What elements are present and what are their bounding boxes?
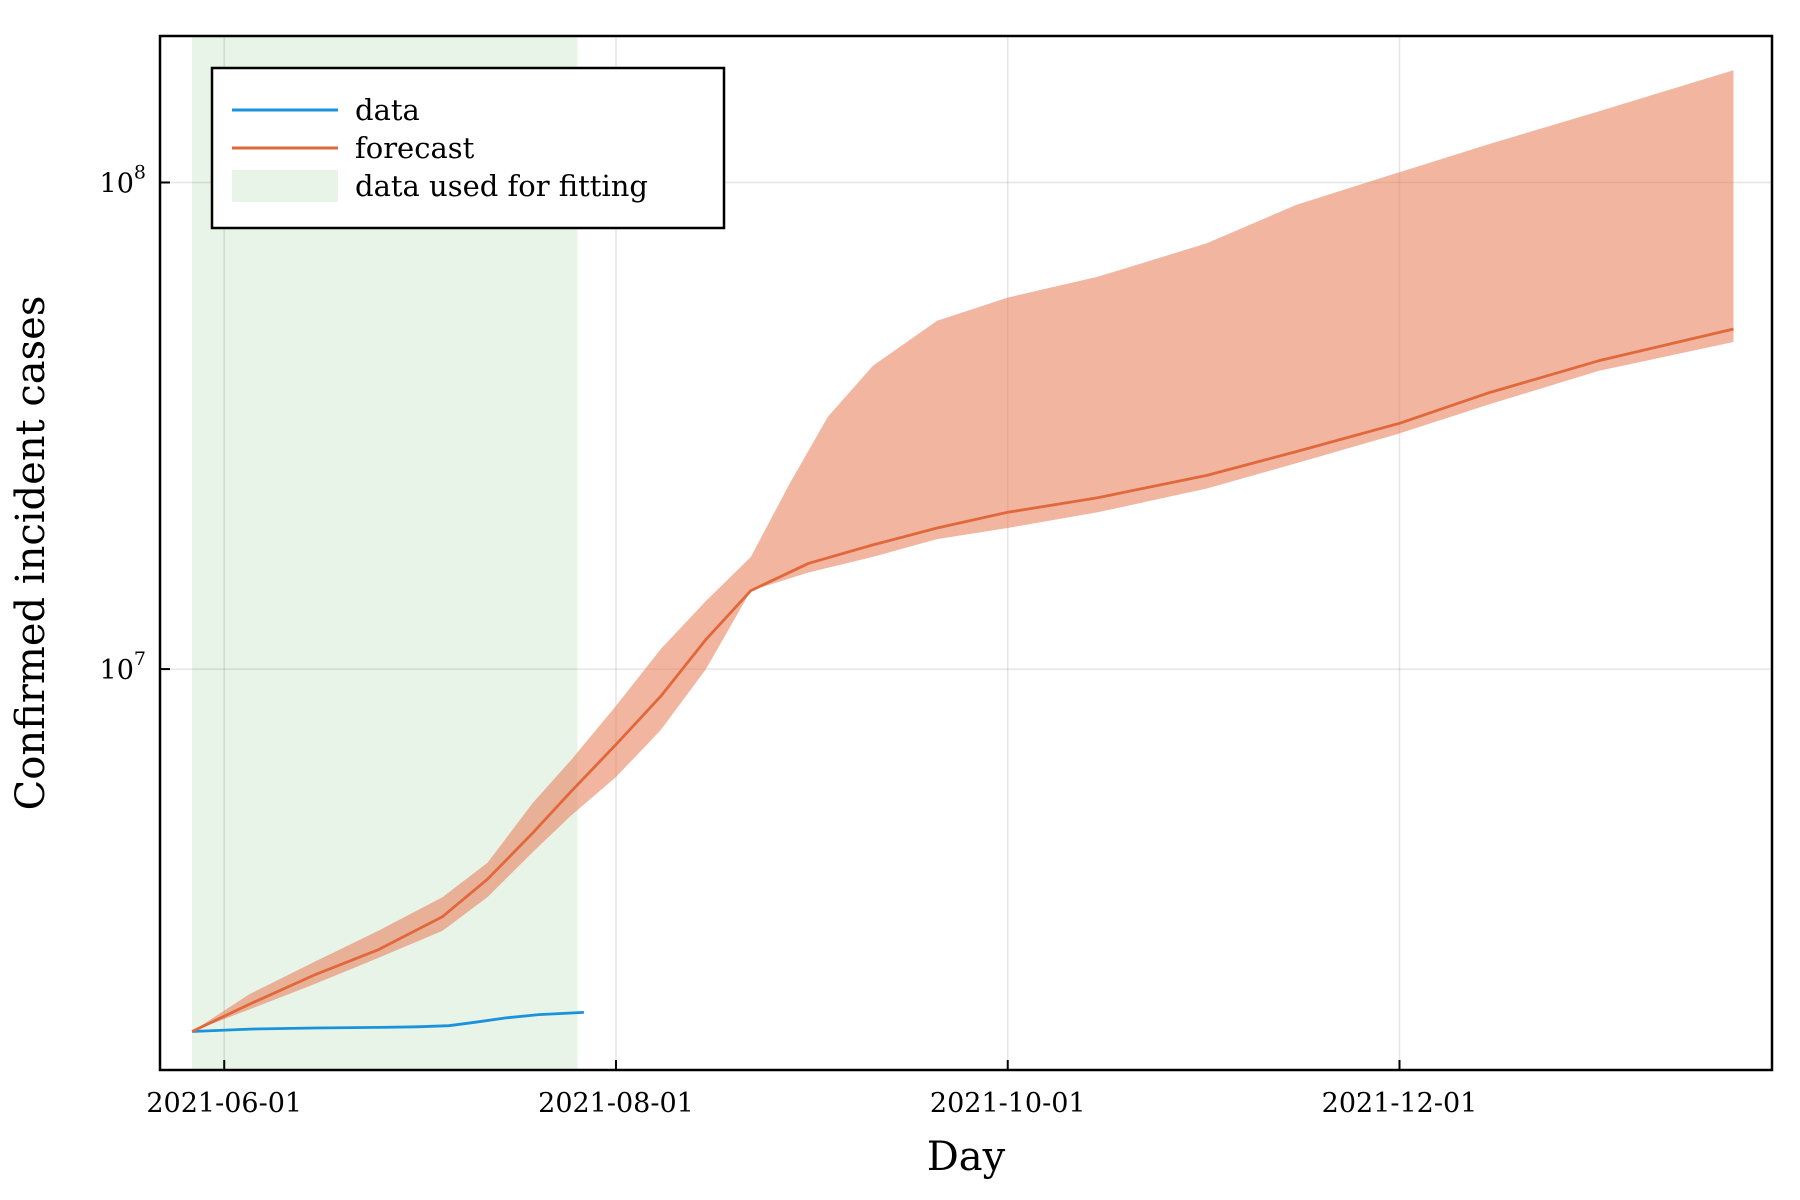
x-tick-labels: 2021-06-01 2021-08-01 2021-10-01 2021-12-01 [146,1088,1477,1119]
legend: data forecast data used for fitting [210,66,726,230]
series-lines-layer [191,327,1734,1033]
x-axis-title: Day [927,1134,1006,1180]
legend-swatch-fitting-window [232,170,338,202]
legend-label-data: data [355,93,420,127]
x-tick-label: 2021-10-01 [930,1088,1086,1119]
y-axis-title: Confirmed incident cases [8,296,54,811]
forecast-band [192,70,1734,1032]
plot-frame [158,34,1774,1072]
tick-marks-layer [160,181,1401,1070]
forecast-band-layer [192,70,1734,1032]
legend-label-fitting-window: data used for fitting [355,169,648,203]
x-tick-label: 2021-08-01 [538,1088,694,1119]
series-line-data [192,1011,584,1033]
y-tick-label: 108 [100,161,146,199]
series-line-forecast [191,327,1734,1033]
legend-label-forecast: forecast [355,131,475,165]
x-tick-label: 2021-06-01 [146,1088,302,1119]
x-tick-label: 2021-12-01 [1322,1088,1478,1119]
